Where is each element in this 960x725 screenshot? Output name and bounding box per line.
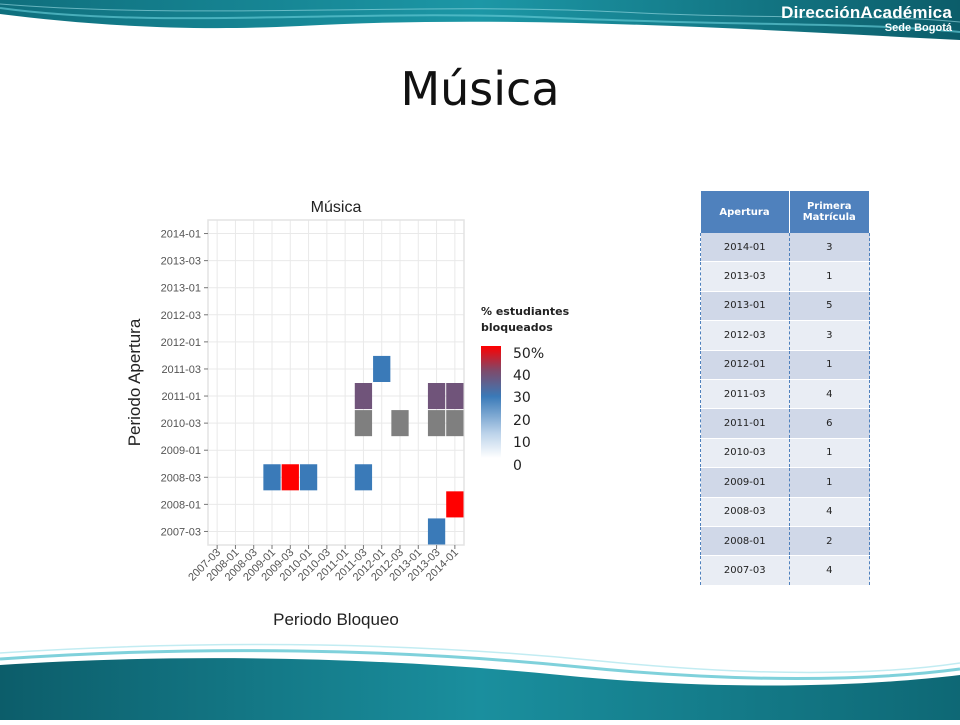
heatmap-cell (263, 464, 281, 491)
heatmap-cell (299, 464, 318, 491)
heatmap-cell (427, 383, 446, 410)
table-cell: 1 (788, 350, 870, 380)
brand-subtitle: Sede Bogotá (884, 22, 952, 34)
table-row: 2012-01 1 (700, 350, 870, 380)
table-row: 2013-03 1 (700, 261, 870, 292)
column-header-apertura: Apertura (700, 191, 790, 233)
heatmap-cell (354, 410, 373, 437)
heatmap-cell (446, 491, 464, 518)
table-cell: 2014-01 (700, 233, 790, 263)
y-tick-label: 2014-01 (161, 229, 201, 241)
y-tick-label: 2010-03 (161, 418, 201, 430)
table-cell: 4 (788, 555, 870, 586)
heatmap-cell (391, 410, 409, 437)
heatmap-cell (281, 464, 299, 491)
y-tick-label: 2011-03 (161, 364, 201, 376)
heatmap-chart: 2007-03 2008-01 2008-03 2009-01 2010-03 2011-… (125, 199, 465, 629)
bottom-banner (0, 635, 960, 720)
table-cell: 2012-03 (700, 320, 790, 351)
y-tick-label: 2011-01 (161, 391, 201, 403)
heatmap-cell (446, 410, 464, 437)
brand-logo: DirecciónAcadémica Sede Bogotá (781, 4, 952, 34)
table-cell: 2013-03 (700, 261, 790, 292)
legend-label: 40 (513, 368, 531, 384)
table-cell: 2012-01 (700, 350, 790, 380)
table-cell: 2010-03 (700, 438, 790, 469)
heatmap-cell (427, 410, 446, 437)
table-row: 2014-01 3 (700, 233, 870, 263)
chart-title: Música (311, 199, 362, 216)
legend-title: % estudiantes bloqueados (481, 305, 570, 334)
table-cell: 2011-01 (700, 408, 790, 439)
legend-label: 10 (513, 435, 531, 451)
table-cell: 5 (788, 291, 870, 322)
y-tick-label: 2007-03 (161, 526, 201, 538)
chart-legend: % estudiantes bloqueados 50% 40 30 20 10… (481, 304, 581, 484)
table-cell: 4 (788, 497, 870, 527)
table-cell: 2013-01 (700, 291, 790, 322)
table-row: 2007-03 4 (700, 555, 870, 586)
heatmap-cell (446, 383, 464, 410)
table-row: 2013-01 5 (700, 291, 870, 322)
legend-label: 20 (513, 413, 531, 429)
y-tick-label: 2012-01 (161, 337, 201, 349)
banner-waves (0, 0, 960, 40)
heatmap-cell (354, 464, 373, 491)
y-tick-label: 2008-03 (161, 472, 201, 484)
table-cell: 2 (788, 526, 870, 557)
y-tick-label: 2013-01 (161, 283, 201, 295)
heatmap-cell (373, 355, 391, 382)
top-banner: DirecciónAcadémica Sede Bogotá (0, 0, 960, 40)
table-cell: 3 (788, 233, 870, 263)
y-tick-label: 2012-03 (161, 310, 201, 322)
legend-label: 0 (513, 458, 522, 474)
table-row: 2011-01 6 (700, 408, 870, 439)
column-header-primera-matricula: Primera Matrícula (789, 191, 870, 233)
table-cell: 2009-01 (700, 467, 790, 498)
table-row: 2012-03 3 (700, 320, 870, 351)
legend-label: 30 (513, 390, 531, 406)
table-cell: 2008-03 (700, 497, 790, 527)
table-cell: 1 (788, 467, 870, 498)
table-row: 2009-01 1 (700, 467, 870, 498)
table-cell: 6 (788, 408, 870, 439)
table-cell: 2008-01 (700, 526, 790, 557)
table-cell: 1 (788, 438, 870, 469)
y-tick-label: 2013-03 (161, 256, 201, 268)
y-axis-label: Periodo Apertura (125, 318, 144, 446)
legend-colorbar (481, 346, 501, 458)
table-row: 2008-01 2 (700, 526, 870, 557)
table-row: 2011-03 4 (700, 379, 870, 410)
bottom-waves (0, 643, 960, 720)
plot-panel (208, 220, 464, 545)
slide-title: Música (400, 62, 560, 116)
table-cell: 4 (788, 379, 870, 410)
heatmap-cell (427, 518, 446, 545)
table-cell: 3 (788, 320, 870, 351)
y-tick-label: 2008-01 (161, 499, 201, 511)
table-cell: 2007-03 (700, 555, 790, 586)
heatmap-cell (354, 383, 373, 410)
table-cell: 1 (788, 261, 870, 292)
brand-name: DirecciónAcadémica (781, 3, 952, 22)
apertura-table: Apertura Primera Matrícula 2014-01 3 2013… (700, 191, 870, 586)
table-row: 2008-03 4 (700, 497, 870, 527)
plot-border (207, 219, 465, 546)
table-row: 2010-03 1 (700, 438, 870, 469)
table-cell: 2011-03 (700, 379, 790, 410)
table-header-row: Apertura Primera Matrícula (700, 191, 870, 233)
legend-label: 50% (513, 346, 545, 362)
y-tick-label: 2009-01 (161, 445, 201, 457)
x-axis-label: Periodo Bloqueo (273, 610, 399, 629)
